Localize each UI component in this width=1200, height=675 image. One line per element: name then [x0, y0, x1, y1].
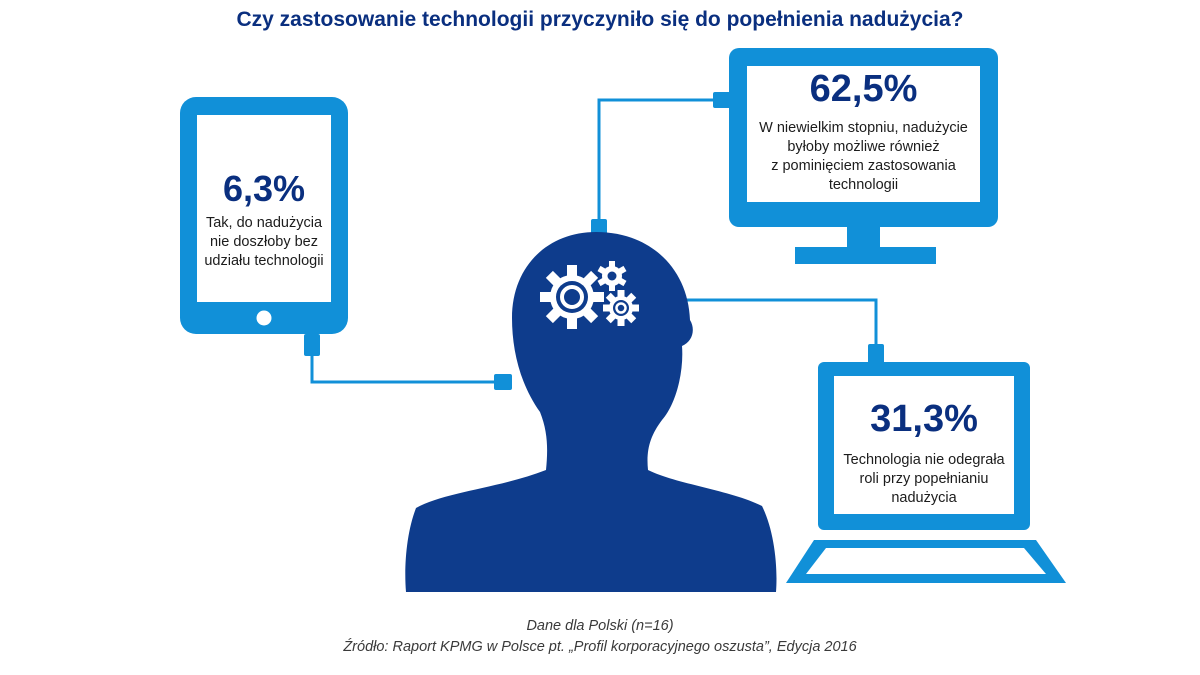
plug-laptop	[868, 344, 884, 364]
human-head-icon	[405, 232, 777, 592]
description-line: W niewielkim stopniu, nadużycie	[759, 120, 968, 136]
laptop-description: Technologia nie odegrała roli przy popeł…	[834, 451, 1014, 508]
plug-tablet	[304, 334, 320, 356]
description-line: z pominięciem zastosowania	[771, 158, 956, 174]
cable-tablet	[310, 356, 500, 384]
description-line: roli przy popełnianiu	[859, 471, 989, 487]
footer-source: Źródło: Raport KPMG w Polsce pt. „Profil…	[343, 639, 857, 655]
description-line: udziału technologii	[204, 253, 324, 269]
description-line: Technologia nie odegrała	[843, 452, 1005, 468]
description-line: nadużycia	[891, 490, 957, 506]
description-line: Tak, do nadużycia	[205, 215, 323, 231]
footer-sample-note: Dane dla Polski (n=16)	[526, 618, 674, 634]
gears-icon	[540, 261, 639, 329]
tablet-percentage: 6,3%	[222, 168, 306, 209]
gear-small-top	[597, 261, 627, 291]
plug-head-left	[494, 374, 512, 390]
cable-laptop	[676, 298, 878, 350]
laptop-icon	[786, 362, 1066, 583]
plug-monitor	[713, 92, 731, 108]
cable-monitor	[597, 98, 728, 225]
monitor-icon	[729, 48, 998, 264]
monitor-percentage: 62,5%	[809, 68, 918, 110]
tablet-icon	[180, 97, 348, 334]
page-title: Czy zastosowanie technologii przyczyniło…	[236, 8, 964, 31]
connector-cables	[310, 98, 878, 384]
laptop-percentage: 31,3%	[870, 398, 978, 440]
gear-small-bottom	[603, 290, 639, 326]
description-line: byłoby możliwe również	[787, 139, 940, 155]
monitor-description: W niewielkim stopniu, nadużycie byłoby m…	[747, 119, 980, 195]
description-line: technologii	[828, 177, 899, 193]
gear-large	[540, 265, 604, 329]
description-line: nie doszłoby bez	[209, 234, 318, 250]
tablet-description: Tak, do nadużycia nie doszłoby bez udzia…	[197, 214, 331, 271]
